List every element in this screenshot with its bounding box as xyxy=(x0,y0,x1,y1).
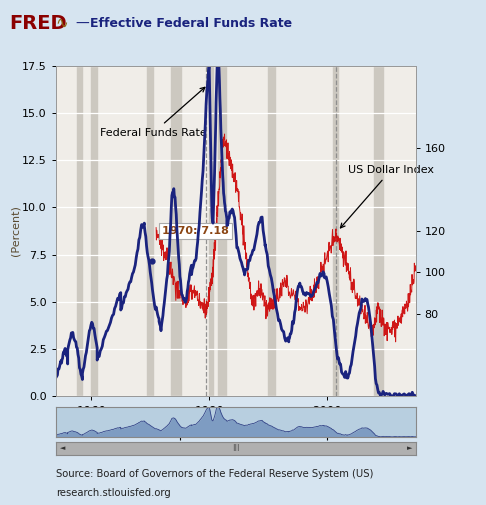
Text: —: — xyxy=(75,17,89,31)
Text: US Dollar Index: US Dollar Index xyxy=(341,166,434,228)
Bar xyxy=(91,66,97,396)
Text: ►: ► xyxy=(407,445,412,451)
Text: research.stlouisfed.org: research.stlouisfed.org xyxy=(56,488,171,498)
Text: ∿: ∿ xyxy=(56,16,69,31)
Bar xyxy=(268,66,275,396)
Text: 1970: 7.18: 1970: 7.18 xyxy=(162,226,229,236)
Bar xyxy=(171,66,181,396)
Bar xyxy=(209,66,213,396)
Y-axis label: (Percent): (Percent) xyxy=(11,206,21,257)
Bar xyxy=(147,66,153,396)
Text: FRED: FRED xyxy=(10,14,68,33)
Bar xyxy=(333,66,338,396)
Bar xyxy=(218,66,226,396)
Text: III: III xyxy=(232,444,240,452)
Text: Federal Funds Rate: Federal Funds Rate xyxy=(100,87,207,137)
Text: ◄: ◄ xyxy=(59,445,65,451)
Bar xyxy=(374,66,383,396)
Text: Source: Board of Governors of the Federal Reserve System (US): Source: Board of Governors of the Federa… xyxy=(56,469,373,479)
Text: Effective Federal Funds Rate: Effective Federal Funds Rate xyxy=(90,17,292,30)
Bar xyxy=(76,66,83,396)
